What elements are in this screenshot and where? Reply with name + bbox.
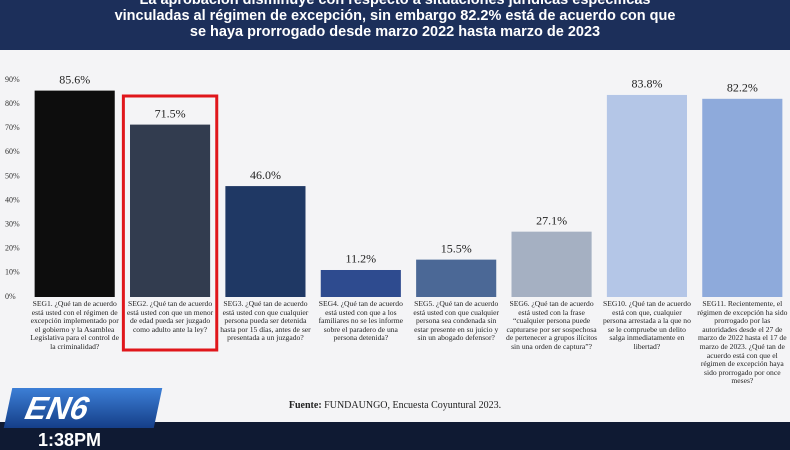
category-label: SEG3. ¿Qué tan de acuerdo está usted con… [220, 299, 311, 343]
value-label: 27.1% [536, 213, 567, 227]
bar [130, 124, 211, 297]
category-label: SEG1. ¿Qué tan de acuerdo está usted con… [30, 299, 119, 351]
bar [34, 90, 115, 297]
category-label: SEG2. ¿Qué tan de acuerdo está usted con… [126, 299, 214, 334]
value-label: 83.8% [631, 77, 662, 91]
channel-logo: EN6 [3, 388, 163, 428]
highlight-box [121, 94, 219, 352]
y-tick-label: 80% [5, 99, 20, 108]
title-band: La aprobación disminuye con respecto a s… [0, 0, 790, 50]
category-label: SEG5. ¿Qué tan de acuerdo está usted con… [413, 299, 499, 343]
bar [702, 98, 783, 297]
value-label: 15.5% [441, 241, 472, 255]
y-tick-label: 0% [5, 292, 16, 301]
value-label: 71.5% [155, 106, 186, 120]
bar [511, 231, 592, 297]
category-label: SEG6. ¿Qué tan de acuerdo está usted con… [506, 299, 598, 351]
y-tick-label: 60% [5, 147, 20, 156]
category-label: SEG4. ¿Qué tan de acuerdo está usted con… [318, 299, 403, 343]
y-tick-label: 20% [5, 244, 20, 253]
bar [606, 94, 687, 298]
source-label: Fuente: [288, 400, 322, 411]
source: Fuente: FUNDAUNGO, Encuesta Coyuntural 2… [0, 400, 790, 411]
value-label: 82.2% [727, 81, 758, 95]
chart-title: La aprobación disminuye con respecto a s… [114, 0, 676, 40]
y-tick-label: 10% [5, 268, 20, 277]
category-label: SEG10. ¿Qué tan de acuerdo está con que,… [602, 299, 691, 351]
y-tick-label: 90% [5, 75, 20, 84]
bar [225, 186, 306, 297]
y-tick-label: 70% [5, 123, 20, 132]
source-text: FUNDAUNGO, Encuesta Coyuntural 2023. [324, 400, 502, 411]
category-label: SEG11. Recientemente, el régimen de exce… [697, 299, 788, 386]
y-tick-label: 50% [5, 171, 20, 180]
bar [416, 259, 497, 297]
value-label: 46.0% [250, 168, 281, 182]
clock: 1:38PM [38, 430, 102, 450]
value-label: 11.2% [346, 252, 377, 266]
y-tick-label: 40% [5, 195, 20, 204]
bar [320, 269, 401, 297]
y-tick-label: 30% [5, 219, 20, 228]
value-label: 85.6% [59, 72, 90, 86]
